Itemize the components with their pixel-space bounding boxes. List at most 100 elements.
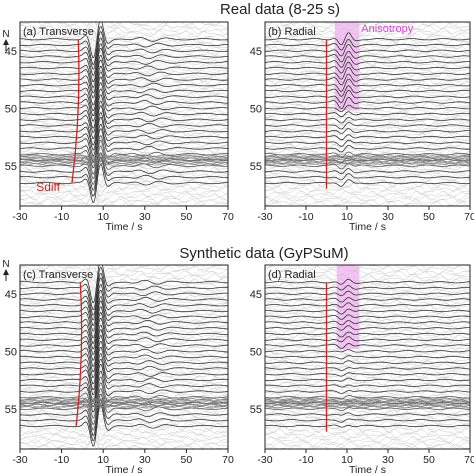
background-trace (20, 30, 228, 47)
background-trace (265, 72, 470, 80)
background-trace (265, 417, 470, 425)
background-trace (265, 433, 470, 441)
background-trace (20, 265, 228, 277)
band-trace (20, 404, 228, 407)
seismic-trace (20, 105, 228, 146)
axes-frame (19, 264, 229, 450)
y-tick-label: 55 (5, 404, 17, 416)
background-trace (20, 316, 228, 333)
north-label: N (2, 29, 9, 40)
seismic-trace (20, 47, 228, 88)
background-trace (20, 430, 228, 439)
background-trace (20, 128, 228, 141)
y-tick-label: 55 (250, 404, 262, 416)
background-trace (20, 171, 228, 181)
background-trace (265, 140, 470, 148)
background-trace (20, 110, 228, 124)
background-trace (265, 362, 470, 370)
seismic-trace (20, 346, 228, 391)
seismic-trace (20, 265, 228, 304)
background-trace (265, 386, 470, 394)
seismic-trace (265, 394, 470, 400)
background-trace (265, 412, 470, 420)
seismic-trace (265, 372, 470, 377)
background-trace (20, 137, 228, 146)
background-trace (20, 433, 228, 445)
background-trace (20, 436, 228, 449)
y-tick-label: 50 (250, 346, 262, 358)
background-trace (20, 287, 228, 303)
x-tick-label: 10 (97, 211, 109, 223)
background-trace (265, 318, 470, 326)
background-trace (20, 423, 228, 435)
band-trace (20, 157, 228, 160)
background-trace (20, 22, 228, 34)
seismic-trace (20, 284, 228, 326)
x-tick-label: 30 (139, 211, 151, 223)
band-trace (20, 161, 228, 164)
x-axis-label: Time / s (349, 221, 386, 233)
background-trace (265, 111, 470, 119)
panel-label: (b) Radial (268, 26, 316, 38)
seismic-trace (20, 88, 228, 129)
seismic-trace (20, 112, 228, 151)
axes-frame (264, 264, 471, 450)
x-tick-label: 50 (181, 211, 193, 223)
background-trace (265, 109, 470, 117)
panel-b-radial: Anisotropy (b) Radial -30 -10 10 30 50 70 Time /… (250, 21, 474, 233)
seismic-trace (20, 71, 228, 112)
background-trace (20, 57, 228, 69)
x-axis-label: Time / s (106, 221, 143, 233)
seismic-trace (265, 325, 470, 331)
background-trace (265, 180, 470, 188)
panel-label: (d) Radial (268, 269, 316, 281)
y-tick-label: 50 (250, 103, 262, 115)
seismic-trace (20, 289, 228, 332)
seismic-trace (265, 89, 470, 104)
background-trace (265, 201, 469, 206)
background-trace (265, 339, 470, 347)
seismic-trace (265, 349, 470, 353)
seismic-trace (20, 399, 228, 442)
y-tick-label: 55 (250, 161, 262, 173)
x-axis-label: Time / s (106, 464, 143, 474)
seismic-trace (20, 145, 228, 185)
background-trace (265, 415, 470, 423)
background-trace (20, 267, 228, 279)
band-trace (20, 398, 228, 401)
background-trace (265, 265, 470, 270)
background-trace (265, 444, 470, 449)
background-trace (20, 190, 228, 203)
band-trace (20, 163, 228, 166)
band-trace (265, 162, 470, 165)
background-trace (265, 291, 470, 299)
background-trace (265, 302, 470, 310)
background-trace (265, 270, 470, 278)
background-trace (265, 182, 470, 190)
x-tick-label: 10 (97, 454, 109, 466)
x-tick-label: -30 (12, 211, 27, 223)
background-trace (265, 51, 470, 59)
background-trace (20, 349, 228, 358)
background-trace (265, 360, 470, 368)
band-trace (265, 400, 470, 403)
seismic-trace (265, 151, 470, 158)
background-trace (265, 46, 470, 54)
section-title-synthetic: Synthetic data (GyPSuM) (179, 245, 348, 262)
x-tick-label: -10 (298, 211, 313, 223)
x-tick-label: -30 (257, 211, 272, 223)
background-trace (265, 310, 470, 318)
seismic-trace (265, 336, 470, 343)
seismic-trace (20, 94, 228, 133)
background-trace (20, 176, 228, 189)
background-trace (265, 146, 470, 154)
seismic-trace (20, 393, 228, 436)
background-trace (265, 402, 470, 410)
background-trace (265, 273, 470, 281)
seismic-trace (265, 51, 470, 63)
seismic-trace (20, 296, 228, 339)
background-trace (20, 193, 228, 204)
seismic-trace (20, 59, 228, 99)
seismic-trace (20, 128, 228, 169)
x-tick-label: 10 (341, 454, 353, 466)
